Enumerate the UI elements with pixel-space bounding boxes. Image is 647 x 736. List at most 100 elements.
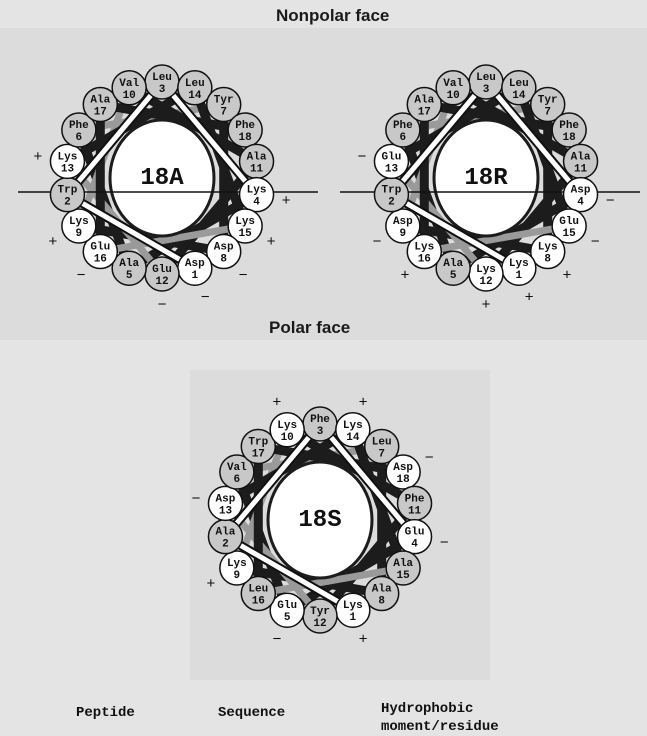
residue-circle	[207, 485, 244, 522]
helix-open-ribbon	[387, 78, 583, 271]
residue-number: 17	[94, 106, 107, 118]
residue-number: 8	[220, 254, 227, 266]
peptide-name-label: 18R	[464, 165, 508, 192]
residue-number: 13	[385, 163, 399, 175]
polar-face-heading: Polar face	[269, 318, 351, 337]
residue-circle	[385, 208, 421, 244]
residue-amino-acid: Trp	[382, 185, 402, 197]
residue-circle	[269, 412, 305, 448]
residue-charge-sign: −	[372, 234, 381, 251]
residue-circle	[406, 86, 443, 123]
residue-charge-sign: +	[359, 631, 368, 648]
residue-circle	[219, 454, 255, 490]
residue-amino-acid: Phe	[310, 414, 330, 426]
residue-number: 15	[563, 228, 577, 240]
helix-ribbon-segment	[419, 99, 574, 135]
residue-charge-sign: +	[33, 149, 42, 166]
residue-circle	[435, 70, 471, 106]
residue-number: 2	[388, 197, 395, 209]
residue-amino-acid: Leu	[248, 584, 268, 596]
residue-number: 11	[250, 163, 264, 175]
residue-charge-sign: −	[606, 193, 615, 210]
helix-ribbon-segment	[254, 564, 407, 598]
residue-amino-acid: Phe	[235, 120, 255, 132]
residue-amino-acid: Trp	[58, 185, 78, 197]
residue-amino-acid: Leu	[152, 72, 172, 84]
residue-circle	[385, 454, 421, 490]
residue-amino-acid: Phe	[559, 120, 579, 132]
residue-amino-acid: Leu	[372, 436, 392, 448]
residue-amino-acid: Trp	[248, 436, 268, 448]
residue-number: 8	[544, 254, 551, 266]
residue-charge-sign: +	[272, 395, 281, 412]
residue-number: 1	[192, 270, 199, 282]
residue-circle	[227, 208, 263, 244]
residue-number: 7	[220, 106, 227, 118]
residue-number: 16	[252, 596, 265, 608]
residue-number: 10	[281, 432, 294, 444]
residue-charge-sign: +	[401, 268, 410, 285]
peptide-header: Peptide	[76, 705, 135, 721]
residue-amino-acid: Asp	[393, 462, 413, 474]
residue-charge-sign: −	[272, 631, 281, 648]
residue-number: 3	[317, 426, 324, 438]
residue-amino-acid: Glu	[152, 264, 172, 276]
residue-amino-acid: Glu	[90, 242, 110, 254]
residue-circle	[562, 176, 599, 213]
residue-amino-acid: Lys	[277, 420, 297, 432]
residue-circle	[551, 208, 587, 244]
residue-amino-acid: Glu	[382, 151, 402, 163]
residue-number: 18	[397, 474, 411, 486]
residue-amino-acid: Ala	[571, 151, 591, 163]
residue-charge-sign: −	[440, 535, 449, 552]
residue-circle	[363, 575, 400, 612]
residue-number: 5	[126, 270, 133, 282]
column-header-sequence: Sequence	[218, 704, 285, 722]
residue-number: 8	[378, 596, 385, 608]
residue-circle	[269, 592, 305, 628]
residue-circle	[385, 550, 421, 586]
residue-number: 11	[408, 505, 422, 517]
residue-amino-acid: Ala	[372, 584, 392, 596]
residue-charge-sign: −	[357, 149, 366, 166]
residue-number: 11	[574, 163, 588, 175]
helix-ribbon-segment	[96, 222, 249, 256]
residue-amino-acid: Phe	[405, 493, 425, 505]
residue-amino-acid: Leu	[509, 78, 529, 90]
residue-charge-sign: +	[48, 234, 57, 251]
residue-number: 6	[234, 474, 241, 486]
residue-amino-acid: Glu	[277, 600, 297, 612]
residue-amino-acid: Glu	[559, 216, 579, 228]
residue-charge-sign: −	[425, 450, 434, 467]
residue-circle	[205, 86, 242, 123]
residue-number: 18	[239, 132, 253, 144]
residue-number: 3	[159, 84, 166, 96]
residue-circle	[406, 233, 443, 270]
helix-core	[432, 118, 540, 238]
residue-circle	[82, 233, 119, 270]
residue-number: 12	[155, 276, 168, 288]
residue-charge-sign: +	[282, 193, 291, 210]
peptide-name-label: 18A	[140, 165, 184, 192]
